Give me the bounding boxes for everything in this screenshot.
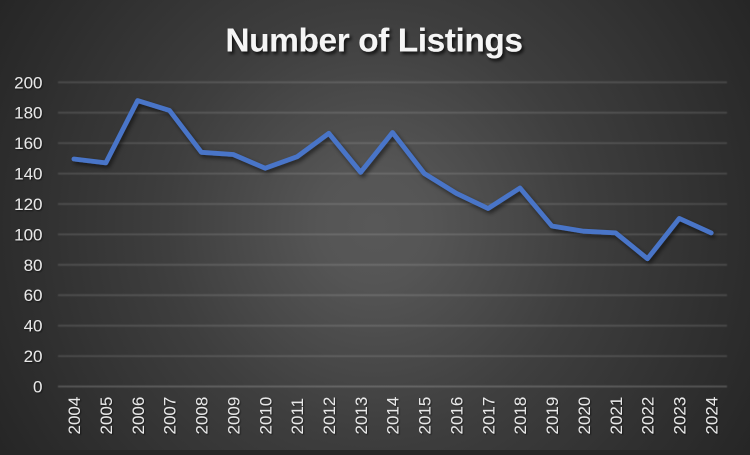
svg-text:2012: 2012 bbox=[320, 397, 339, 435]
svg-text:2017: 2017 bbox=[479, 397, 498, 435]
svg-text:2010: 2010 bbox=[256, 397, 275, 435]
svg-text:0: 0 bbox=[33, 378, 42, 397]
svg-text:120: 120 bbox=[14, 195, 42, 214]
svg-text:40: 40 bbox=[24, 317, 43, 336]
svg-text:80: 80 bbox=[24, 256, 43, 275]
svg-text:2018: 2018 bbox=[511, 397, 530, 435]
svg-text:2023: 2023 bbox=[671, 397, 690, 435]
svg-text:2004: 2004 bbox=[65, 397, 84, 435]
svg-text:Number of Listings: Number of Listings bbox=[225, 23, 522, 60]
svg-text:140: 140 bbox=[14, 165, 42, 184]
svg-text:2008: 2008 bbox=[193, 397, 212, 435]
svg-text:160: 160 bbox=[14, 134, 42, 153]
svg-text:2020: 2020 bbox=[575, 397, 594, 435]
svg-text:2022: 2022 bbox=[639, 397, 658, 435]
svg-text:60: 60 bbox=[24, 286, 43, 305]
svg-text:2005: 2005 bbox=[97, 397, 116, 435]
svg-text:2016: 2016 bbox=[448, 397, 467, 435]
svg-text:2006: 2006 bbox=[129, 397, 148, 435]
svg-text:2019: 2019 bbox=[543, 397, 562, 435]
svg-text:2009: 2009 bbox=[224, 397, 243, 435]
svg-text:2021: 2021 bbox=[607, 397, 626, 435]
svg-text:2011: 2011 bbox=[288, 398, 307, 435]
svg-text:20: 20 bbox=[24, 347, 43, 366]
svg-text:2007: 2007 bbox=[161, 397, 180, 435]
svg-text:2014: 2014 bbox=[384, 397, 403, 435]
svg-text:2015: 2015 bbox=[416, 397, 435, 435]
svg-text:180: 180 bbox=[14, 104, 42, 123]
svg-text:100: 100 bbox=[14, 225, 42, 244]
svg-text:2013: 2013 bbox=[352, 397, 371, 435]
svg-text:200: 200 bbox=[14, 73, 42, 92]
svg-text:2024: 2024 bbox=[702, 397, 721, 435]
